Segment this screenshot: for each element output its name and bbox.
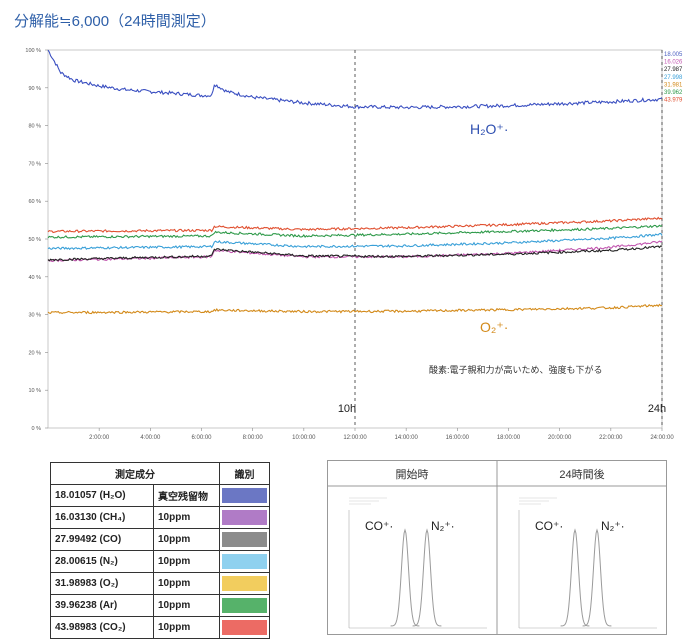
time-marker-label: 10h <box>338 403 356 415</box>
series-line <box>47 303 663 315</box>
y-tick-label: 50 % <box>28 237 41 243</box>
table-row: 28.00615 (N₂) 10ppm <box>50 550 270 573</box>
table-header-id: 識別 <box>219 462 270 485</box>
component-cell: 43.98983 (CO₂) <box>50 616 154 639</box>
note-cell: 10ppm <box>153 616 220 639</box>
y-tick-label: 10 % <box>28 388 41 394</box>
oxygen-note: 酸素:電子親和力が高いため、強度も下がる <box>429 364 603 375</box>
color-swatch <box>222 488 267 503</box>
peak-curve <box>390 528 420 627</box>
color-swatch <box>222 554 267 569</box>
y-tick-label: 40 % <box>28 275 41 281</box>
x-tick-label: 12:00:00 <box>343 435 367 441</box>
y-tick-label: 80 % <box>28 124 41 130</box>
o2-label: O₂⁺· <box>480 319 508 335</box>
end-value-label: 31.981 <box>664 82 683 88</box>
peak-curve <box>582 528 612 627</box>
component-cell: 18.01057 (H₂O) <box>50 484 154 507</box>
series-line <box>47 216 663 234</box>
x-tick-label: 4:00:00 <box>140 435 161 441</box>
series-line <box>47 245 663 262</box>
color-swatch-cell <box>219 506 270 529</box>
color-swatch-cell <box>219 594 270 617</box>
end-value-label: 27.998 <box>664 75 683 81</box>
component-cell: 31.98983 (O₂) <box>50 572 154 595</box>
y-tick-label: 90 % <box>28 86 41 92</box>
h2o-label: H₂O⁺· <box>470 121 509 137</box>
end-value-label: 27.987 <box>664 67 683 73</box>
peak-label-n2: N₂⁺· <box>431 519 455 533</box>
color-swatch-cell <box>219 550 270 573</box>
color-swatch <box>222 510 267 525</box>
color-swatch <box>222 620 267 635</box>
note-cell: 10ppm <box>153 506 220 529</box>
component-cell: 28.00615 (N₂) <box>50 550 154 573</box>
end-value-label: 43.979 <box>664 98 683 104</box>
y-tick-label: 70 % <box>28 161 41 167</box>
note-cell: 10ppm <box>153 572 220 595</box>
x-tick-label: 18:00:00 <box>497 435 521 441</box>
series-line <box>47 232 663 251</box>
x-tick-label: 20:00:00 <box>548 435 572 441</box>
end-value-label: 16.026 <box>664 60 683 66</box>
y-tick-label: 100 % <box>25 48 41 54</box>
panel-title: 開始時 <box>396 467 429 481</box>
component-cell: 16.03130 (CH₄) <box>50 506 154 529</box>
color-swatch <box>222 532 267 547</box>
x-tick-label: 16:00:00 <box>446 435 470 441</box>
peak-label-n2: N₂⁺· <box>601 519 625 533</box>
table-row: 27.99492 (CO) 10ppm <box>50 528 270 551</box>
peak-label-co: CO⁺· <box>365 519 393 533</box>
series-line <box>47 49 663 110</box>
table-row: 43.98983 (CO₂) 10ppm <box>50 616 270 639</box>
y-tick-label: 30 % <box>28 313 41 319</box>
component-cell: 39.96238 (Ar) <box>50 594 154 617</box>
page-title: 分解能≒6,000（24時間測定） <box>14 13 216 30</box>
x-tick-label: 8:00:00 <box>243 435 264 441</box>
note-cell: 10ppm <box>153 594 220 617</box>
series-line <box>47 224 663 239</box>
table-header-component: 測定成分 <box>50 462 220 485</box>
table-row: 16.03130 (CH₄) 10ppm <box>50 506 270 529</box>
x-tick-label: 6:00:00 <box>191 435 212 441</box>
y-tick-label: 0 % <box>32 426 42 432</box>
peak-curve <box>412 528 442 627</box>
y-tick-label: 60 % <box>28 199 41 205</box>
note-cell: 10ppm <box>153 550 220 573</box>
panel-title: 24時間後 <box>559 467 604 481</box>
note-cell: 真空残留物 <box>153 484 220 507</box>
x-tick-label: 24:00:00 <box>650 435 674 441</box>
table-row: 39.96238 (Ar) 10ppm <box>50 594 270 617</box>
main-line-chart: 0 % 10 % 20 % 30 % 40 % 50 % 60 % 70 % 80 % 90 % 1… <box>25 48 683 441</box>
y-tick-label: 20 % <box>28 350 41 356</box>
table-row: 31.98983 (O₂) 10ppm <box>50 572 270 595</box>
color-swatch <box>222 576 267 591</box>
color-swatch-cell <box>219 616 270 639</box>
color-swatch-cell <box>219 528 270 551</box>
peak-curve <box>560 528 590 627</box>
x-tick-label: 2:00:00 <box>89 435 110 441</box>
x-tick-label: 14:00:00 <box>394 435 418 441</box>
peak-label-co: CO⁺· <box>535 519 563 533</box>
x-tick-label: 10:00:00 <box>292 435 316 441</box>
component-cell: 27.99492 (CO) <box>50 528 154 551</box>
component-table: 測定成分 識別 18.01057 (H₂O) 真空残留物 16.03130 (CH₄… <box>50 462 270 639</box>
table-row: 18.01057 (H₂O) 真空残留物 <box>50 484 270 507</box>
end-value-label: 39.962 <box>664 90 683 96</box>
note-cell: 10ppm <box>153 528 220 551</box>
color-swatch-cell <box>219 572 270 595</box>
end-value-label: 18.005 <box>664 52 683 58</box>
color-swatch <box>222 598 267 613</box>
time-marker-label: 24h <box>648 403 666 415</box>
peak-comparison-panel: 開始時 CO⁺· N₂⁺· 24時間後 CO⁺· N₂⁺· <box>327 460 667 635</box>
x-tick-label: 22:00:00 <box>599 435 623 441</box>
color-swatch-cell <box>219 484 270 507</box>
